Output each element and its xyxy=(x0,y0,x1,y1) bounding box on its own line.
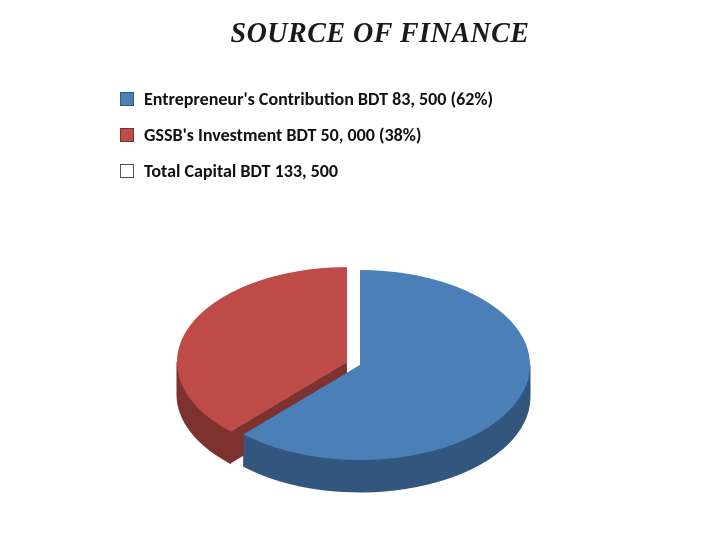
legend-swatch-icon xyxy=(120,92,134,106)
chart-title: SOURCE OF FINANCE xyxy=(0,0,720,50)
legend-item-total: Total Capital BDT 133, 500 xyxy=(120,160,493,182)
legend-label: Total Capital BDT 133, 500 xyxy=(144,160,338,182)
legend-item-gssb: GSSB's Investment BDT 50, 000 (38%) xyxy=(120,124,493,146)
legend: Entrepreneur's Contribution BDT 83, 500 … xyxy=(120,88,493,196)
legend-label: Entrepreneur's Contribution BDT 83, 500 … xyxy=(144,88,493,110)
pie-chart-svg xyxy=(170,245,550,525)
legend-item-entrepreneur: Entrepreneur's Contribution BDT 83, 500 … xyxy=(120,88,493,110)
legend-swatch-icon xyxy=(120,164,134,178)
pie-chart xyxy=(170,245,550,525)
legend-swatch-icon xyxy=(120,128,134,142)
legend-label: GSSB's Investment BDT 50, 000 (38%) xyxy=(144,124,422,146)
